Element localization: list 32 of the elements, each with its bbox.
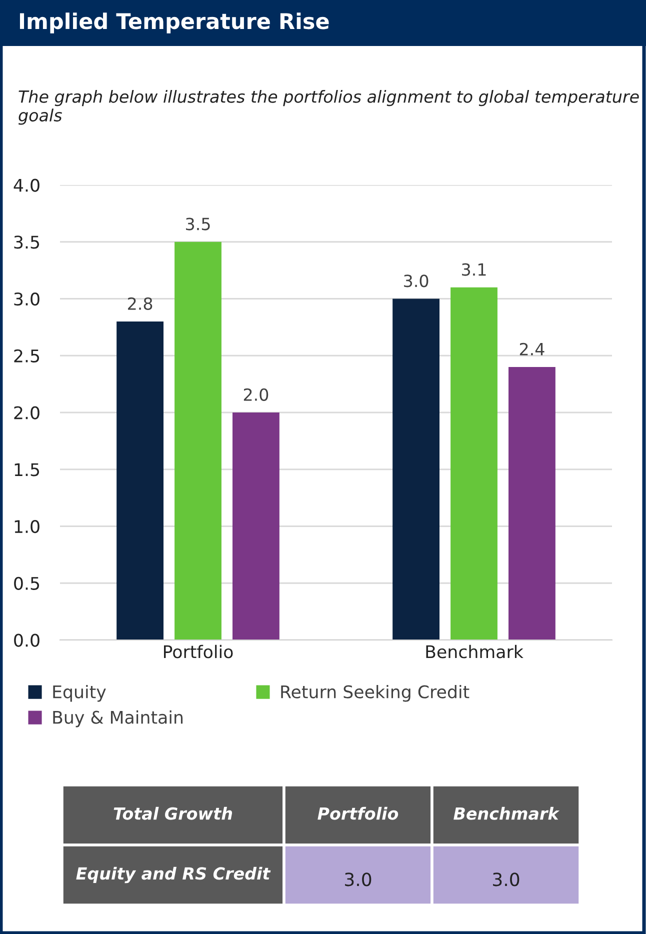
y-tick-label: 3.0 xyxy=(14,292,40,306)
data-label: 2.4 xyxy=(520,342,544,356)
bar xyxy=(392,298,440,640)
category-label: Equity and RS Credit xyxy=(76,866,271,884)
y-tick-label: 2.0 xyxy=(14,406,40,420)
data-label: 3.5 xyxy=(186,218,210,230)
category-label: Benchmark xyxy=(454,806,560,820)
y-tick-label: 1.0 xyxy=(14,520,40,534)
y-tick-label: 4.0 xyxy=(14,178,40,192)
bar xyxy=(450,287,498,640)
bar xyxy=(232,412,280,640)
bar xyxy=(116,322,164,640)
data-label: 2.0 xyxy=(244,388,268,401)
y-tick-label: 0.0 xyxy=(14,634,40,647)
text: 3.0 xyxy=(493,872,520,886)
data-label: 2.8 xyxy=(128,297,152,310)
bar xyxy=(174,242,222,640)
legend-label: Equity xyxy=(53,684,106,702)
text: 3.0 xyxy=(345,872,372,886)
data-label: 3.1 xyxy=(462,263,486,276)
data-label: 3.0 xyxy=(404,274,428,288)
y-tick-label: 0.5 xyxy=(14,576,40,590)
text: Total Growth xyxy=(114,806,232,820)
bar xyxy=(508,367,556,640)
legend-label: Return Seeking Credit xyxy=(281,684,470,702)
y-tick-label: 3.5 xyxy=(14,236,40,249)
legend-label: Buy & Maintain xyxy=(53,710,183,728)
category-label: Portfolio xyxy=(318,806,398,820)
y-tick-label: 1.5 xyxy=(14,463,40,476)
chart-subtitle: The graph below illustrates the portfolios alignment to global temperature goals xyxy=(18,90,639,125)
chart-title: Implied Temperature Rise xyxy=(20,12,329,34)
y-tick-label: 2.5 xyxy=(14,349,40,362)
